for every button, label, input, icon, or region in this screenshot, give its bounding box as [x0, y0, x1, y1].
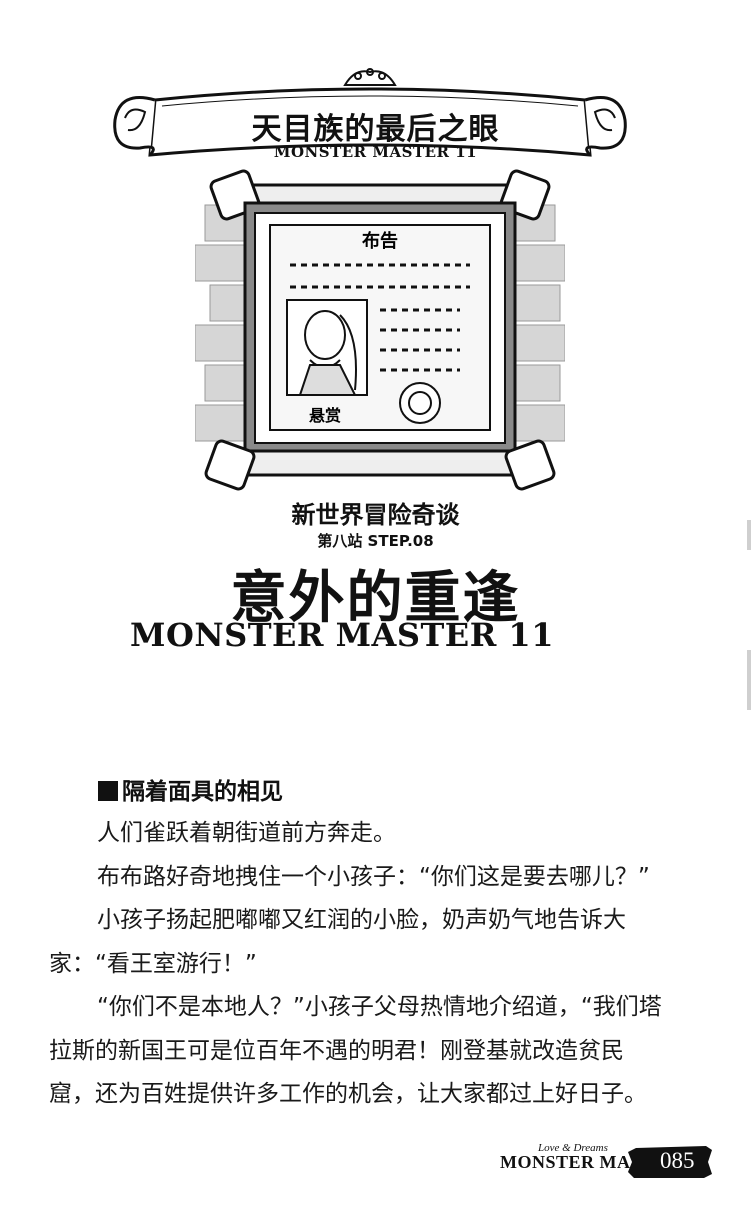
section-heading-text: 隔着面具的相见: [122, 779, 283, 805]
chapter-brand: MONSTER MASTER 11: [130, 616, 554, 654]
banner-subtitle: MONSTER MASTER 11: [273, 143, 478, 161]
banner-ribbon: [113, 68, 627, 157]
page-number-tab: [628, 1146, 712, 1178]
wanted-poster-illustration: 布告 悬赏: [195, 169, 565, 491]
paragraph: “你们不是本地人？”小孩子父母热情地介绍道，“我们塔拉斯的新国王可是位百年不遇的…: [49, 994, 662, 1107]
section-heading: 隔着面具的相见: [98, 772, 283, 806]
crown-ornament-icon: [343, 68, 397, 86]
footer-tagline: Love & Dreams: [538, 1142, 608, 1154]
portrait-image: [286, 299, 368, 396]
body-text: 人们雀跃着朝街道前方奔走。 布布路好奇地拽住一个小孩子：“你们这是要去哪儿？” …: [49, 812, 669, 1117]
black-square-icon: [98, 781, 118, 801]
chapter-step: 第八站 STEP.08: [317, 532, 434, 550]
scan-edge-mark: [747, 650, 751, 710]
banner-title: 天目族的最后之眼: [251, 112, 500, 147]
chapter-title: 意外的重逢: [230, 566, 521, 631]
seal-icon: [399, 382, 441, 424]
paragraph: 人们雀跃着朝街道前方奔走。: [97, 820, 396, 846]
chapter-series-title: 新世界冒险奇谈: [291, 501, 460, 529]
poster-stamp: 悬赏: [308, 406, 341, 425]
poster-header: 布告: [362, 230, 398, 252]
scan-edge-mark: [747, 520, 751, 550]
paragraph: 小孩子扬起肥嘟嘟又红润的小脸，奶声奶气地告诉大家：“看王室游行！”: [49, 907, 626, 977]
page-number: 085: [660, 1148, 695, 1173]
paragraph: 布布路好奇地拽住一个小孩子：“你们这是要去哪儿？”: [97, 863, 650, 890]
